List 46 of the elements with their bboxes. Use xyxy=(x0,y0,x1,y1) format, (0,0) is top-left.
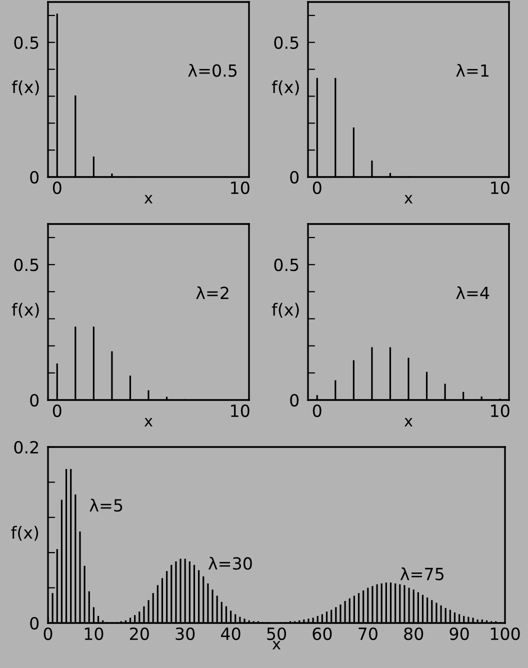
y-axis-title: f(x) xyxy=(272,302,299,318)
x-tick-label: 90 xyxy=(450,627,469,640)
annotation: λ=1 xyxy=(456,64,488,77)
y-tick-label: 0 xyxy=(30,616,39,630)
x-tick-label: 20 xyxy=(130,627,149,640)
x-tick-label: 0 xyxy=(312,181,322,194)
y-axis-title: f(x) xyxy=(12,80,39,96)
x-tick-label: 60 xyxy=(312,627,332,640)
y-tick-label: 0 xyxy=(30,394,39,407)
annotation: λ=75 xyxy=(400,567,444,580)
y-tick-label: 0 xyxy=(290,170,299,184)
x-tick-label: 100 xyxy=(490,627,520,640)
y-tick-label: 0.2 xyxy=(14,440,38,454)
x-tick-label: 10 xyxy=(231,181,250,194)
x-axis-title: x xyxy=(272,640,281,650)
x-axis-title: x xyxy=(404,418,413,426)
y-axis-title: f(x) xyxy=(12,302,39,318)
annotation: λ=0.5 xyxy=(188,64,237,77)
annotation: λ=30 xyxy=(208,556,252,570)
x-axis-title: x xyxy=(144,194,153,204)
x-tick-label: 10 xyxy=(231,404,250,418)
x-tick-label: 50 xyxy=(267,627,286,640)
x-tick-label: 30 xyxy=(176,627,195,640)
y-tick-label: 0.5 xyxy=(14,258,38,272)
x-tick-label: 10 xyxy=(491,404,510,418)
x-axis-title: x xyxy=(144,418,153,426)
annotation: λ=2 xyxy=(196,286,228,299)
x-tick-label: 10 xyxy=(84,627,104,640)
y-axis-title: f(x) xyxy=(11,526,38,541)
y-tick-label: 0.5 xyxy=(14,36,38,49)
y-axis-title: f(x) xyxy=(272,80,299,96)
y-tick-label: 0 xyxy=(290,394,299,407)
x-tick-label: 0 xyxy=(52,404,62,418)
y-tick-label: 0.5 xyxy=(274,36,298,49)
x-tick-label: 0 xyxy=(52,181,62,194)
x-tick-label: 70 xyxy=(358,627,378,640)
y-tick-label: 0.5 xyxy=(274,258,298,272)
annotation: λ=5 xyxy=(90,498,122,512)
x-tick-label: 80 xyxy=(404,627,424,640)
x-axis-title: x xyxy=(404,194,413,204)
x-tick-label: 40 xyxy=(221,627,240,640)
annotation: λ=4 xyxy=(456,286,490,299)
x-tick-label: 10 xyxy=(491,181,510,194)
x-tick-label: 0 xyxy=(44,627,52,640)
x-tick-label: 0 xyxy=(312,404,322,418)
y-tick-label: 0 xyxy=(30,170,39,184)
